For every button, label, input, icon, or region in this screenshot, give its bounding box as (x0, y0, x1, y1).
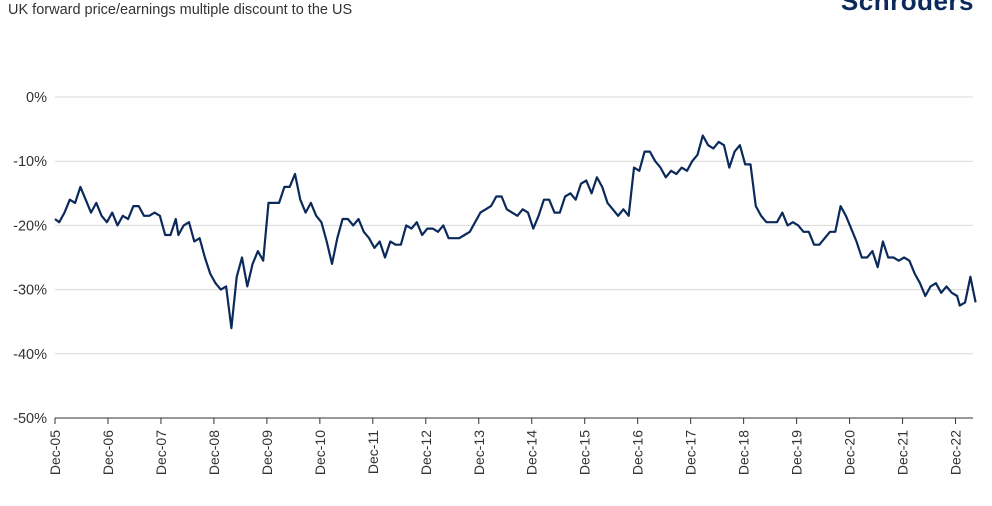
x-axis-tick-labels: Dec-05 Dec-06 Dec-07 Dec-08 Dec-09 Dec-10 Dec-… (47, 430, 964, 475)
x-tick-label: Dec-11 (365, 430, 381, 474)
y-tick-label: -50% (13, 411, 47, 427)
chart-title: UK forward price/earnings multiple disco… (8, 2, 353, 18)
y-tick-label: 0% (26, 90, 47, 106)
x-tick-label: Dec-07 (153, 430, 169, 475)
y-tick-label: -10% (13, 154, 47, 170)
y-tick-label: -30% (13, 283, 47, 299)
x-tick-label: Dec-13 (471, 430, 487, 475)
brand-logo: Schroders (840, 0, 974, 16)
x-tick-label: Dec-19 (789, 430, 805, 475)
series-group (54, 134, 977, 330)
grid-lines (55, 96, 973, 355)
x-tick-label: Dec-20 (842, 430, 858, 475)
x-tick-label: Dec-22 (948, 430, 964, 475)
x-tick-label: Dec-12 (418, 430, 434, 475)
x-tick-label: Dec-08 (206, 430, 222, 475)
x-axis (54, 417, 973, 424)
x-tick-label: Dec-21 (895, 430, 911, 475)
x-tick-label: Dec-05 (47, 430, 63, 475)
x-tick-label: Dec-17 (683, 430, 699, 475)
x-tick-label: Dec-15 (577, 430, 593, 475)
series-line (54, 134, 977, 330)
x-tick-label: Dec-14 (524, 430, 540, 475)
y-axis-tick-labels: 0% -10% -20% -30% -40% -50% (13, 90, 47, 427)
x-tick-label: Dec-10 (312, 430, 328, 475)
y-tick-label: -20% (13, 218, 47, 234)
x-tick-label: Dec-09 (259, 430, 275, 475)
x-tick-label: Dec-16 (630, 430, 646, 475)
y-tick-label: -40% (13, 347, 47, 363)
x-tick-label: Dec-18 (736, 430, 752, 475)
x-tick-label: Dec-06 (100, 430, 116, 475)
